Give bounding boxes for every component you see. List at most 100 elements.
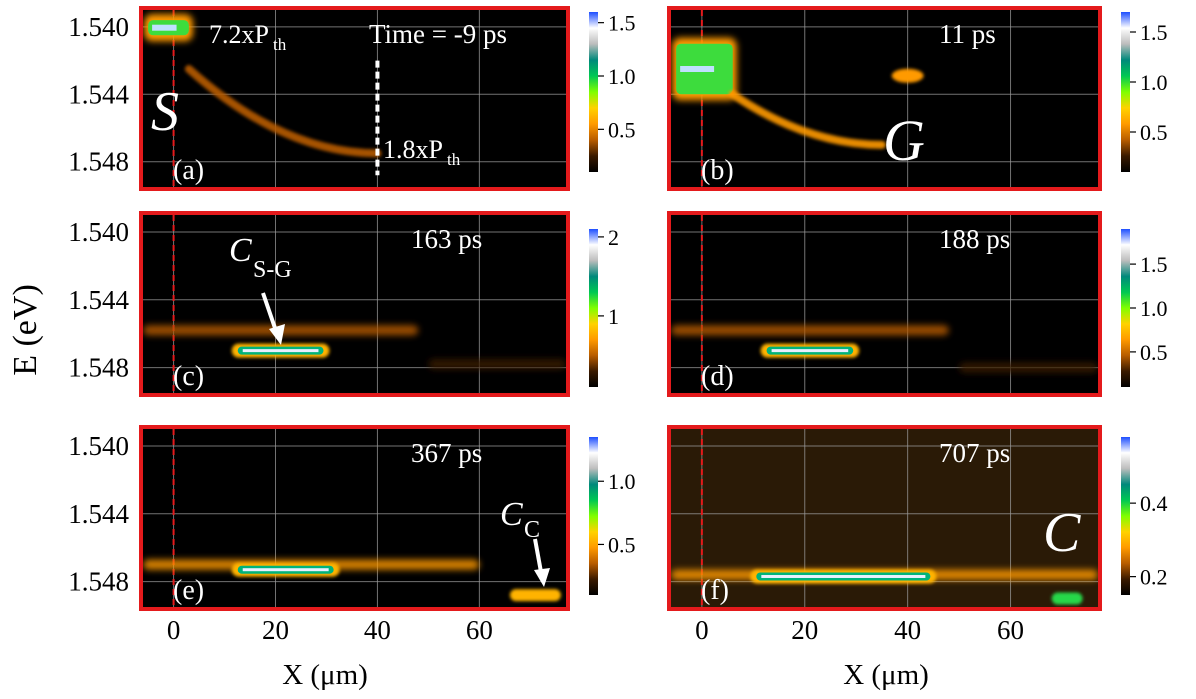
x-axis-label: X (μm) [282, 659, 368, 691]
arrow-shaft [261, 292, 278, 332]
condensate-peak [242, 349, 319, 353]
panel-frame [139, 211, 570, 397]
pump-power-subscript: th [447, 150, 461, 169]
colorbar-gradient [1121, 437, 1130, 595]
x-tick-label: 40 [894, 615, 921, 645]
emission-band [671, 325, 949, 336]
regime-letter: C [1043, 502, 1081, 564]
colorbar-gradient [1121, 12, 1130, 172]
y-tick-label: 1.548 [68, 353, 129, 383]
colorbar-tick-label: 1.0 [608, 469, 636, 494]
x-axis-label: X (μm) [843, 659, 929, 691]
colorbar-tick-label: 0.5 [608, 117, 636, 142]
colorbar-tick-label: 1.0 [608, 64, 636, 89]
panel-d: (d) 188 ps 1.5 1.0 0.5 [667, 211, 1168, 397]
y-tick-label: 1.540 [68, 12, 129, 42]
colorbar-tick-label: 0.5 [1140, 340, 1168, 365]
panel-f: 0 20 40 60 (f) 707 ps C 0.4 0.2 [667, 425, 1168, 645]
x-tick-label: 20 [262, 615, 289, 645]
emission-curve [728, 90, 886, 149]
time-label: Time = -9 ps [369, 19, 507, 49]
y-tick-label: 1.548 [68, 567, 129, 597]
condensate-peak [761, 574, 926, 578]
x-tick-label: 0 [695, 615, 709, 645]
panel-label: (e) [173, 575, 204, 606]
arrow-head [269, 324, 285, 345]
regime-letter: S [151, 81, 179, 143]
colorbar: 21 [589, 225, 619, 387]
time-label: 11 ps [939, 19, 996, 49]
y-axis-label: E (eV) [7, 284, 44, 376]
colorbar: 1.0 0.5 [589, 437, 636, 595]
panel-frame [139, 6, 570, 191]
hot-spot-peak [152, 24, 177, 31]
panel-background [143, 429, 566, 607]
colorbar-tick-label: 1.5 [1140, 252, 1168, 277]
x-tick-label: 40 [364, 615, 391, 645]
time-label: 707 ps [939, 438, 1010, 468]
panel-frame [667, 211, 1102, 397]
power-subscript: th [273, 35, 287, 54]
colorbar-tick-label: 0.4 [1140, 491, 1168, 516]
colorbar: 1.5 1.0 0.5 [1121, 12, 1168, 172]
colorbar-tick-label: 1 [608, 304, 619, 329]
condensate-peak [242, 568, 329, 572]
x-tick-label: 60 [997, 615, 1024, 645]
emission-band [428, 359, 566, 370]
condensate-subscript: C [524, 517, 540, 543]
edge-spot [1051, 592, 1083, 605]
time-label: 367 ps [411, 438, 482, 468]
arrow-shaft [533, 538, 543, 573]
panel-label: (c) [173, 361, 204, 392]
colorbar-tick-label: 0.5 [1140, 120, 1168, 145]
panel-frame [667, 6, 1102, 191]
colorbar-gradient [589, 12, 598, 172]
x-tick-label: 0 [167, 615, 181, 645]
condensate-symbol: C [500, 496, 523, 533]
time-label: 163 ps [411, 224, 482, 254]
colorbar-gradient [1121, 229, 1130, 387]
panel-label: (d) [701, 361, 734, 392]
colorbar: 0.4 0.2 [1121, 437, 1168, 595]
y-tick-label: 1.544 [68, 285, 129, 315]
pump-power-label: 1.8xP [383, 135, 443, 164]
colorbar-tick-label: 1.5 [1140, 20, 1168, 45]
y-tick-label: 1.540 [68, 431, 129, 461]
colorbar-gradient [589, 229, 598, 387]
emission-band [959, 362, 1098, 373]
hot-spot-peak [680, 66, 715, 72]
panel-frame [667, 425, 1102, 611]
x-tick-label: 60 [466, 615, 493, 645]
panel-label: (f) [701, 575, 729, 606]
x-axis-title-right: X (μm) [843, 659, 929, 691]
y-tick-label: 1.548 [68, 147, 129, 177]
colorbar-gradient [589, 437, 598, 595]
y-tick-label: 1.544 [68, 79, 129, 109]
panel-frame [139, 425, 570, 611]
colorbar-tick-label: 1.5 [608, 11, 636, 36]
y-tick-label: 1.544 [68, 499, 129, 529]
colorbar: 1.5 1.0 0.5 [1121, 229, 1168, 387]
colorbar-tick-label: 2 [608, 225, 619, 250]
colorbar-tick-label: 1.0 [1140, 296, 1168, 321]
emission-curve [184, 65, 382, 158]
power-label: 7.2xP [209, 20, 269, 49]
panel-b: (b) 11 ps G 1.5 1.0 0.5 [667, 6, 1168, 191]
edge-spot [509, 589, 561, 602]
colorbar-tick-label: 0.2 [1140, 565, 1168, 590]
colorbar-tick-label: 0.5 [608, 532, 636, 557]
panel-background [143, 10, 566, 187]
time-label: 188 ps [939, 224, 1010, 254]
colorbar: 1.5 1.0 0.5 [589, 11, 636, 172]
trapped-state [891, 68, 924, 83]
arrow-head [534, 568, 550, 587]
panel-e: 1.548 1.544 1.540 0 20 40 60 (e) 367 ps C C 1.0 0.5 [68, 425, 636, 645]
y-tick-label: 1.540 [68, 217, 129, 247]
condensate-subscript: S-G [253, 257, 292, 283]
panel-label: (b) [701, 155, 734, 186]
condensate-symbol: C [229, 232, 252, 269]
